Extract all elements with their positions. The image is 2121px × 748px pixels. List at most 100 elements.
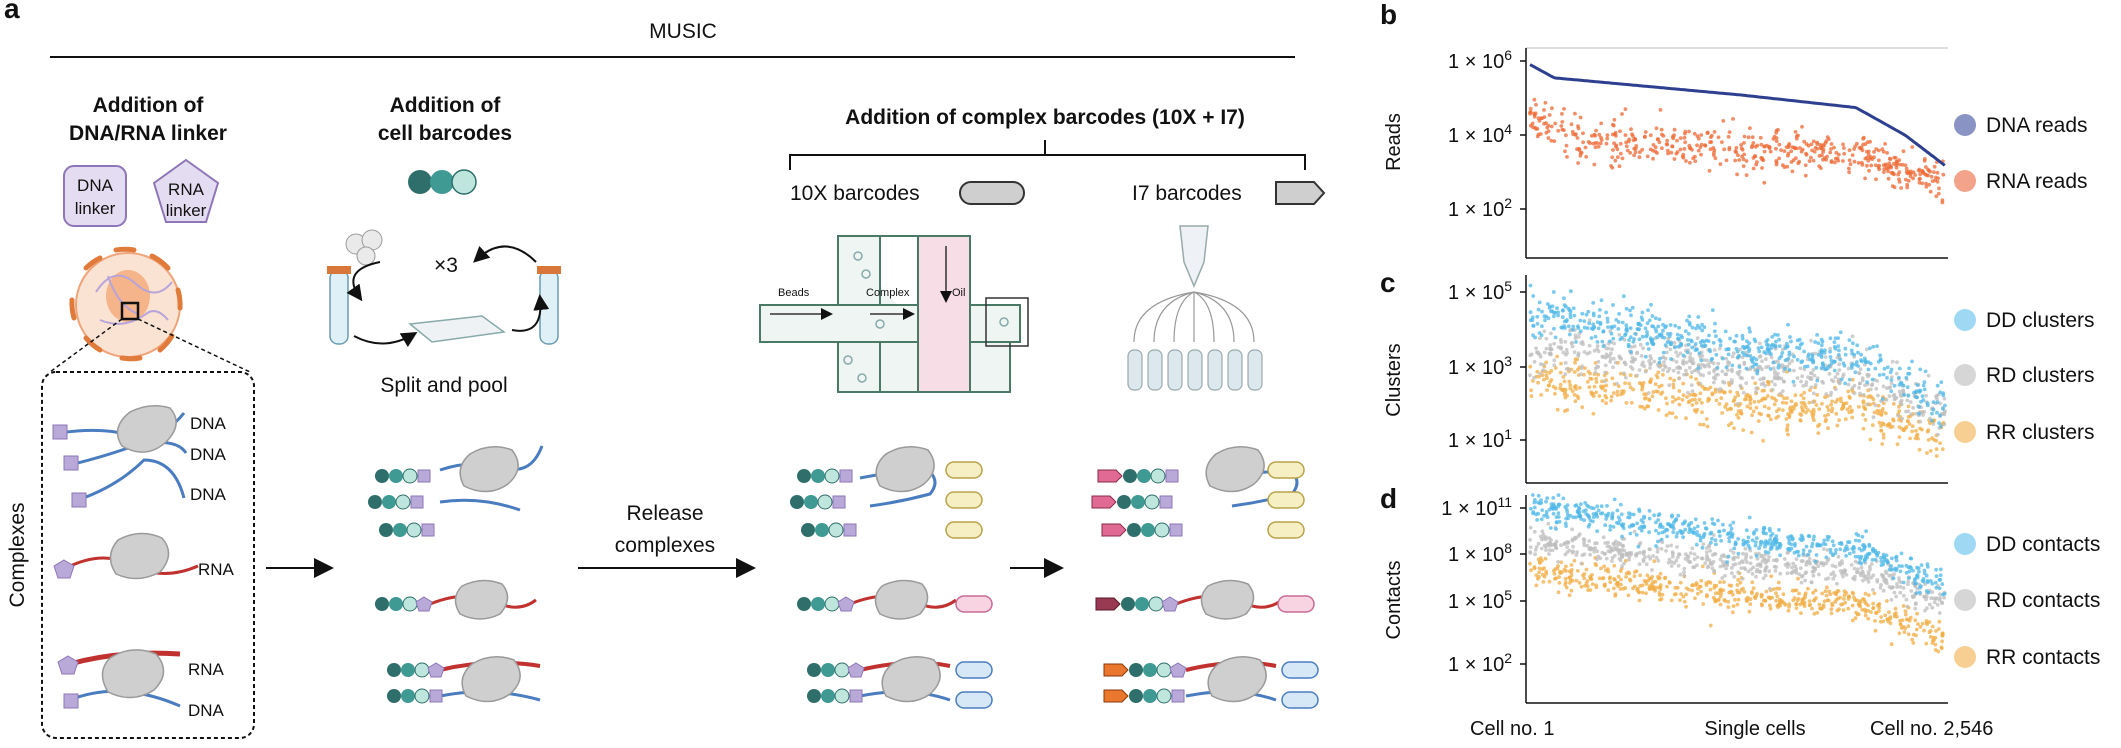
point-rr-clusters [1908,436,1912,441]
point-dd-clusters [1694,326,1698,331]
point-rr-clusters [1697,397,1702,402]
point-rd-clusters [1538,354,1543,359]
point-dd-contacts [1631,523,1635,528]
point-dd-contacts [1658,523,1663,528]
point-rd-clusters [1798,366,1803,371]
point-rr-clusters [1848,396,1852,400]
point-rr-contacts [1602,564,1607,569]
point-rd-clusters [1838,380,1842,385]
point-rr-clusters [1573,357,1578,362]
point-dd-clusters [1673,345,1677,350]
point-dd-clusters [1838,330,1843,335]
point-dd-contacts [1929,579,1933,583]
point-rna-reads [1609,164,1613,168]
point-rd-contacts [1705,565,1710,570]
point-rna-reads [1836,152,1841,157]
point-rna-reads [1570,129,1575,134]
point-rr-clusters [1907,422,1912,426]
point-dd-contacts [1554,515,1559,519]
point-dd-contacts [1627,524,1632,529]
legend-rd-clusters: RD clusters [1986,364,2095,387]
point-dd-contacts [1790,537,1795,542]
point-rna-reads [1643,130,1648,134]
point-dd-clusters [1686,331,1691,336]
point-rd-contacts [1898,584,1903,589]
point-dd-clusters [1906,393,1911,398]
point-rr-contacts [1863,599,1867,604]
point-rr-contacts [1593,562,1598,566]
point-rd-clusters [1663,365,1668,369]
point-rd-contacts [1912,594,1916,599]
point-rna-reads [1877,163,1881,168]
point-rr-clusters [1769,417,1773,422]
point-rd-clusters [1563,372,1568,377]
point-dd-contacts [1703,526,1708,530]
point-rr-clusters [1816,431,1821,435]
point-rr-contacts [1669,598,1674,603]
point-rd-clusters [1914,411,1919,416]
point-rr-clusters [1628,385,1633,390]
complex-rna: RNA [53,532,235,580]
point-rd-clusters [1684,360,1689,365]
point-rr-contacts [1791,598,1796,603]
point-rr-contacts [1818,606,1822,611]
point-rna-reads [1825,135,1830,140]
point-rd-contacts [1836,554,1841,559]
point-rna-reads [1809,155,1813,160]
point-dd-clusters [1897,382,1902,387]
point-rd-clusters [1865,372,1870,377]
point-dd-clusters [1553,310,1558,315]
point-dd-contacts [1728,523,1733,528]
point-rd-contacts [1547,552,1551,556]
point-dd-clusters [1680,335,1684,340]
point-rd-contacts [1723,573,1727,578]
point-rr-contacts [1885,617,1890,622]
point-rd-contacts [1937,598,1942,602]
point-dd-contacts [1654,528,1658,533]
point-dd-clusters [1695,347,1699,352]
point-rna-reads [1894,165,1899,170]
microfluidic-chip-icon: Beads Complex Oil [759,235,1029,393]
point-rd-contacts [1741,551,1745,556]
point-dd-clusters [1863,356,1867,361]
point-rr-contacts [1775,603,1780,608]
point-rr-contacts [1910,637,1915,642]
point-dd-contacts [1821,541,1826,546]
point-dd-clusters [1563,304,1568,309]
point-rr-clusters [1850,415,1855,420]
point-rr-contacts [1608,580,1613,584]
point-dd-contacts [1904,571,1909,575]
point-dd-clusters [1681,353,1686,358]
point-rd-clusters [1657,364,1662,369]
point-rd-contacts [1887,584,1892,589]
point-rd-contacts [1801,559,1805,563]
point-dd-contacts [1758,540,1763,545]
point-rr-contacts [1537,560,1542,565]
point-rr-clusters [1816,424,1820,428]
point-rd-contacts [1833,564,1838,569]
point-rna-reads [1927,182,1932,187]
point-rr-contacts [1714,591,1718,596]
point-rr-contacts [1815,610,1820,615]
point-rd-clusters [1757,365,1761,370]
point-dd-clusters [1785,344,1789,349]
point-rd-clusters [1564,367,1569,371]
point-rna-reads [1897,180,1902,184]
point-rr-contacts [1853,598,1857,602]
point-rr-clusters [1642,392,1647,397]
point-rr-clusters [1785,423,1790,428]
point-rr-contacts [1742,590,1747,594]
point-dd-contacts [1891,576,1896,580]
point-dd-contacts [1585,503,1589,508]
point-dd-clusters [1814,365,1819,370]
point-rna-reads [1584,154,1589,159]
point-rd-clusters [1549,331,1553,336]
point-rd-contacts [1803,571,1808,576]
point-rr-clusters [1670,411,1675,416]
point-rr-clusters [1624,401,1629,405]
point-dd-clusters [1897,366,1902,371]
point-dd-contacts [1747,515,1752,520]
point-rd-clusters [1827,372,1832,376]
point-rna-reads [1804,152,1809,157]
